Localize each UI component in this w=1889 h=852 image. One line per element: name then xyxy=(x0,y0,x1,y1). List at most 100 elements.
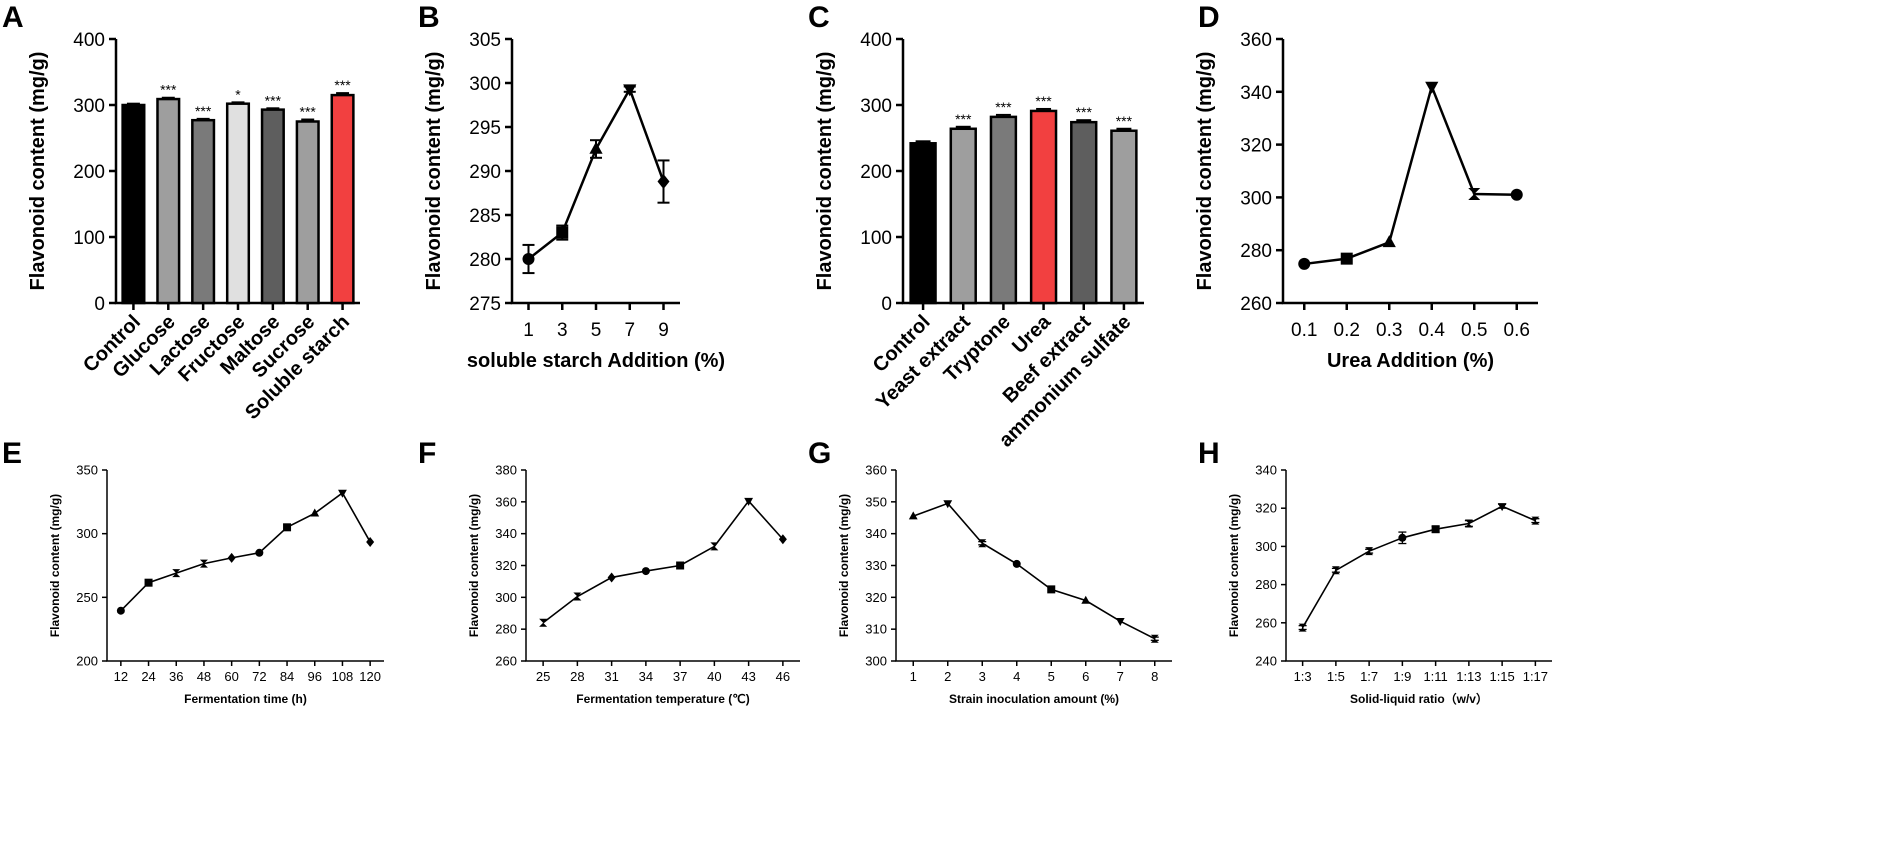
data-point xyxy=(310,508,320,517)
y-axis-title: Flavonoid content (mg/g) xyxy=(1194,52,1216,291)
bar xyxy=(949,127,977,305)
x-tick-label: 48 xyxy=(197,669,211,684)
panel-letter: F xyxy=(418,437,436,470)
panel-g: G 300 310 320 330 340 350 360 Flavonoid content … xyxy=(808,437,1172,706)
panel-letter: H xyxy=(1198,437,1220,470)
bar xyxy=(1110,129,1138,305)
x-tick-label: 24 xyxy=(141,669,155,684)
y-tick-label: 400 xyxy=(73,30,105,51)
x-axis-title: Fermentation temperature (℃) xyxy=(576,692,750,706)
y-tick-label: 320 xyxy=(495,558,517,573)
significance-label: *** xyxy=(995,99,1012,115)
panel-h: H 240 260 280 300 320 340 Flavonoid content (mg… xyxy=(1198,437,1552,706)
data-point xyxy=(573,592,582,601)
y-tick-label: 0 xyxy=(881,294,892,315)
x-tick-label: 34 xyxy=(639,669,653,684)
significance-label: *** xyxy=(195,103,212,119)
significance-label: *** xyxy=(334,77,351,93)
y-tick-label: 320 xyxy=(1240,136,1272,157)
x-tick-label: 60 xyxy=(224,669,238,684)
bar xyxy=(260,108,285,305)
y-tick-label: 300 xyxy=(73,96,105,117)
x-tick-label: 9 xyxy=(658,320,669,341)
x-tick-label: 2 xyxy=(944,669,951,684)
x-tick-label: 0.5 xyxy=(1461,320,1487,341)
bar xyxy=(225,102,251,305)
data-point xyxy=(1510,188,1523,201)
x-tick-label: 3 xyxy=(979,669,986,684)
data-point xyxy=(227,552,236,563)
y-tick-label: 320 xyxy=(865,590,887,605)
x-tick-label: 72 xyxy=(252,669,266,684)
series-line xyxy=(912,502,1156,640)
y-tick-label: 200 xyxy=(860,162,892,183)
significance-label: *** xyxy=(1116,113,1133,129)
data-point xyxy=(1468,187,1481,200)
y-axis-title: Flavonoid content (mg/g) xyxy=(27,52,49,291)
data-point xyxy=(1081,595,1091,604)
data-point xyxy=(556,226,569,239)
significance-label: *** xyxy=(1076,104,1093,120)
x-axis-title: Solid-liquid ratio（w/v） xyxy=(1350,691,1488,706)
x-tick-label: 1:11 xyxy=(1423,669,1447,684)
bar xyxy=(330,93,355,305)
x-tick-label: 36 xyxy=(169,669,183,684)
y-tick-label: 200 xyxy=(76,654,98,669)
x-tick-label: 0.1 xyxy=(1291,320,1317,341)
x-tick-label: 40 xyxy=(707,669,721,684)
y-tick-label: 320 xyxy=(1255,501,1277,516)
y-tick-label: 300 xyxy=(865,654,887,669)
series-line xyxy=(120,491,371,612)
data-point xyxy=(539,618,548,627)
y-tick-label: 300 xyxy=(469,74,501,95)
y-tick-label: 285 xyxy=(469,206,501,227)
data-point xyxy=(607,572,616,583)
bar xyxy=(909,142,937,305)
data-point xyxy=(1331,566,1340,575)
x-tick-label: 0.4 xyxy=(1419,320,1446,341)
x-axis-title: Strain inoculation amount (%) xyxy=(949,692,1119,706)
y-tick-label: 280 xyxy=(1255,577,1277,592)
bar xyxy=(191,118,216,305)
y-tick-label: 340 xyxy=(865,526,887,541)
data-point xyxy=(641,567,650,576)
data-point xyxy=(1012,559,1021,568)
series-line xyxy=(1301,505,1536,628)
significance-label: *** xyxy=(265,92,282,108)
x-tick-label: 12 xyxy=(114,669,128,684)
data-point xyxy=(1298,257,1311,270)
x-tick-label: 1:17 xyxy=(1523,669,1548,684)
y-tick-label: 280 xyxy=(495,622,517,637)
data-point xyxy=(366,536,375,547)
data-point xyxy=(1425,81,1439,94)
y-axis-title: Flavonoid content (mg/g) xyxy=(423,52,445,291)
y-tick-label: 295 xyxy=(469,118,501,139)
x-tick-label: 7 xyxy=(1117,669,1124,684)
x-tick-label: 0.2 xyxy=(1334,320,1360,341)
x-tick-label: 1:15 xyxy=(1489,669,1514,684)
y-tick-label: 260 xyxy=(1240,294,1272,315)
x-tick-label: 3 xyxy=(557,320,568,341)
y-tick-label: 0 xyxy=(94,294,105,315)
y-axis-title: Flavonoid content (mg/g) xyxy=(48,494,62,637)
y-tick-label: 400 xyxy=(860,30,892,51)
y-tick-label: 350 xyxy=(865,494,887,509)
x-tick-label: 8 xyxy=(1151,669,1158,684)
x-tick-label: 5 xyxy=(1048,669,1055,684)
data-point xyxy=(943,500,953,509)
data-point xyxy=(908,511,918,520)
data-point xyxy=(1047,585,1056,594)
y-tick-label: 340 xyxy=(495,526,517,541)
x-tick-label: 1:5 xyxy=(1327,669,1345,684)
y-tick-label: 300 xyxy=(1240,188,1272,209)
series-line xyxy=(1304,82,1517,266)
x-tick-label: 43 xyxy=(741,669,755,684)
y-tick-label: 240 xyxy=(1255,654,1277,669)
data-point xyxy=(255,548,264,557)
data-point xyxy=(1298,623,1307,632)
y-tick-label: 280 xyxy=(1240,241,1272,262)
x-tick-label: 0.6 xyxy=(1504,320,1530,341)
